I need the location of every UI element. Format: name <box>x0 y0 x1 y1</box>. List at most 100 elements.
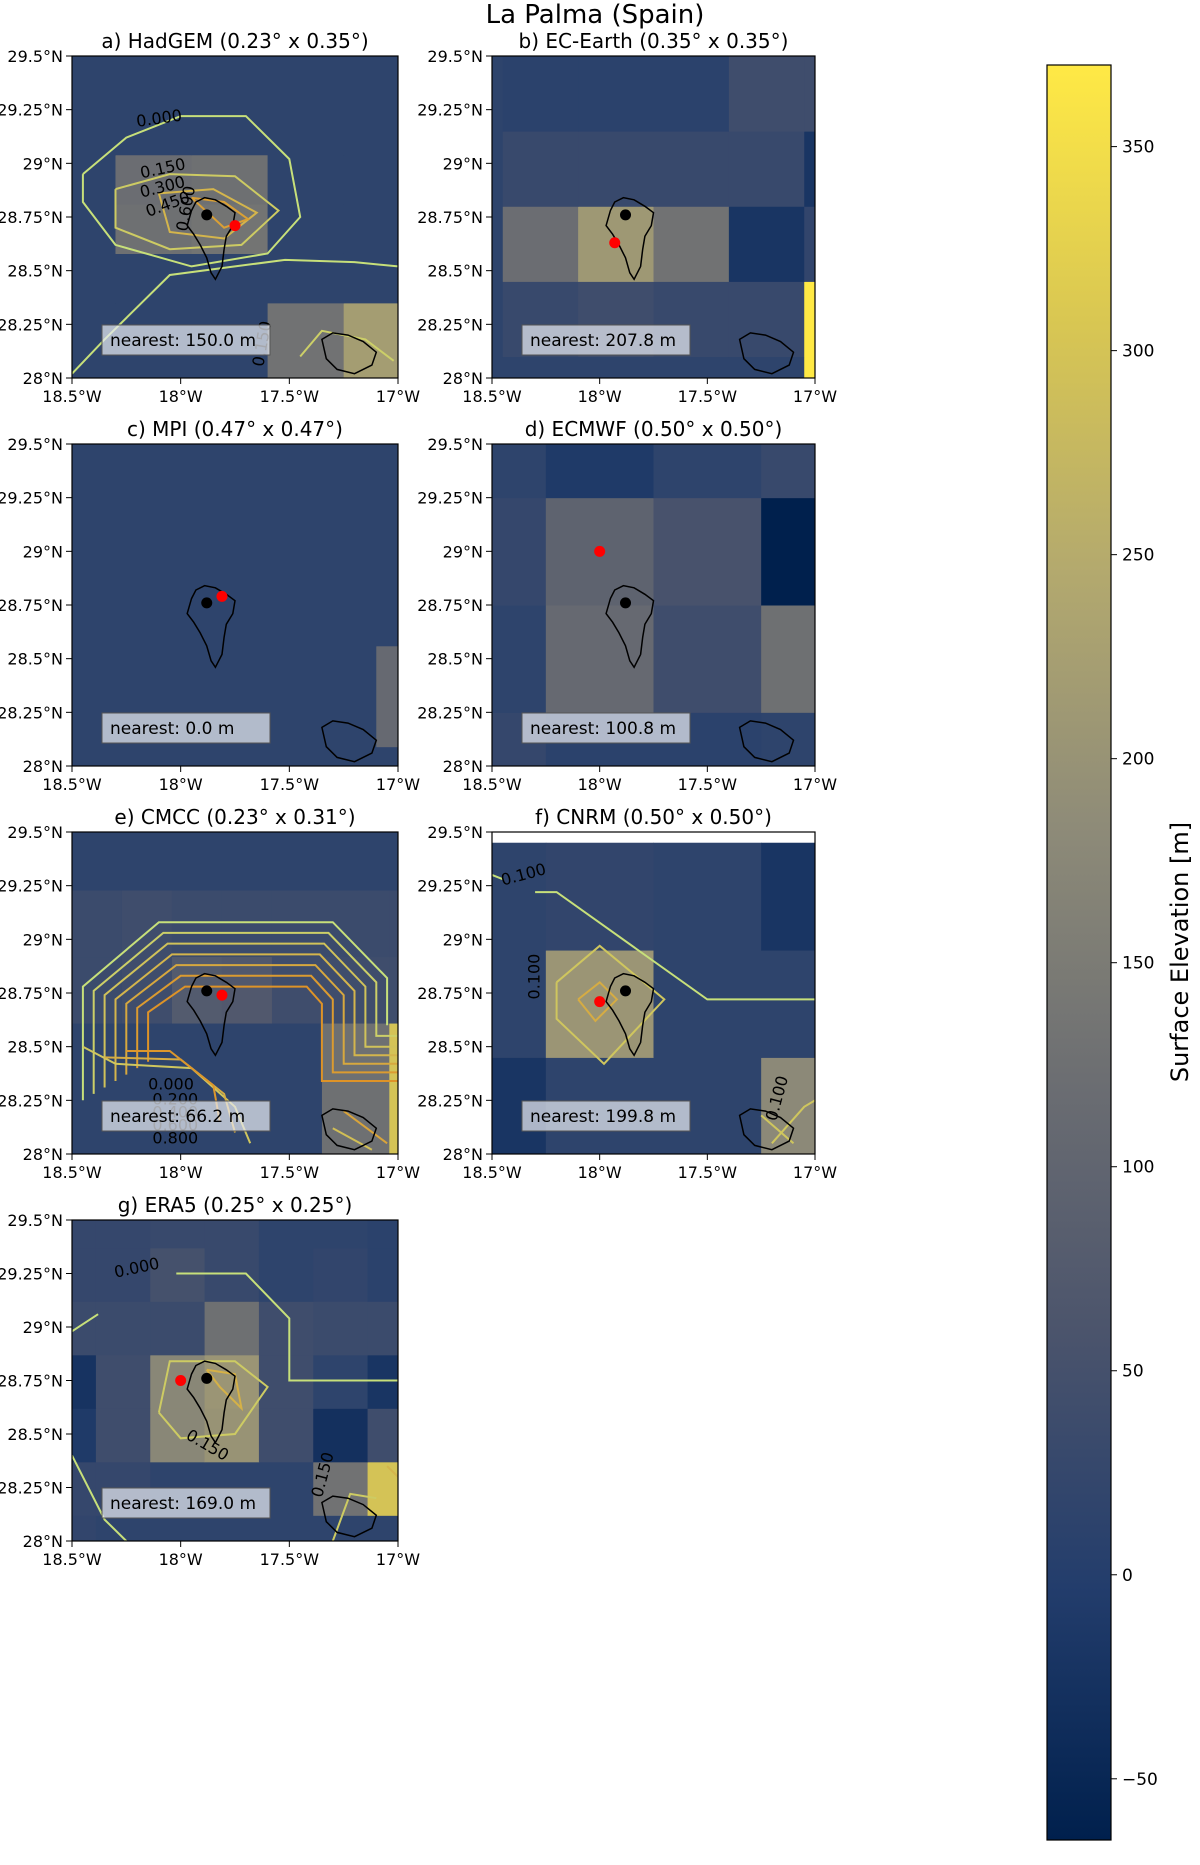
nearest-distance-box <box>521 324 691 356</box>
contour-line <box>176 1272 398 1382</box>
nearest-distance-box <box>101 712 271 744</box>
grid-cell <box>389 1023 398 1154</box>
la-palma-coastline <box>605 972 655 1057</box>
la-gomera-coastline <box>738 720 795 763</box>
contour-line <box>577 980 619 1023</box>
contour-line <box>343 1110 388 1145</box>
grid-cell <box>653 497 762 606</box>
grid-cell <box>343 253 398 304</box>
grid-cell <box>502 206 579 282</box>
y-tick-label: 28°N <box>443 1145 483 1164</box>
grid-cell <box>171 832 223 891</box>
y-tick-label: 28.25°N <box>417 703 483 722</box>
contour-line <box>535 891 815 1001</box>
y-tick-label: 28.25°N <box>0 1091 63 1110</box>
y-tick-label: 28.5°N <box>7 262 63 281</box>
y-tick-label: 28.25°N <box>417 1091 483 1110</box>
y-tick-label: 28.5°N <box>427 262 483 281</box>
grid-cell <box>492 605 547 713</box>
plot-area <box>492 444 815 766</box>
target-point <box>201 597 213 609</box>
nearest-distance-label: nearest: 66.2 m <box>110 1107 245 1127</box>
grid-cell <box>492 497 547 606</box>
x-tick-label: 18.5°W <box>462 1163 522 1182</box>
x-tick-label: 18°W <box>578 387 622 406</box>
grid-cell <box>367 1247 398 1302</box>
colorbar-gradient <box>1046 64 1112 1841</box>
grid-cell <box>761 497 815 606</box>
x-tick-label: 18.5°W <box>462 387 522 406</box>
grid-cell <box>171 889 223 958</box>
panel-2: nearest: 0.0 m c) MPI (0.47° x 0.47°) 18.5… <box>0 417 420 794</box>
x-tick-label: 18°W <box>578 1163 622 1182</box>
colorbar-tick-label: 0 <box>1122 1566 1133 1586</box>
y-tick-label: 28.75°N <box>417 984 483 1003</box>
grid-cell <box>728 56 805 132</box>
grid-cell <box>389 956 398 1024</box>
grid-cell <box>367 1354 398 1409</box>
y-tick-label: 29.25°N <box>0 877 63 896</box>
grid-cell <box>653 950 762 1058</box>
grid-cell <box>313 1247 369 1302</box>
grid-cell <box>72 1354 97 1409</box>
grid-cell <box>267 56 345 156</box>
y-tick-label: 28.5°N <box>7 650 63 669</box>
colorbar-tick-label: 300 <box>1122 342 1154 362</box>
grid-cell <box>761 712 815 766</box>
grid-cell <box>258 1354 314 1409</box>
y-tick-label: 29.25°N <box>0 1265 63 1284</box>
contour-line <box>157 1360 269 1440</box>
grid-cell <box>492 281 504 358</box>
y-tick-label: 29.25°N <box>417 877 483 896</box>
colorbar: −50 0 50 100 150 200 250 300 350 Surface Elevatio… <box>1046 64 1194 1841</box>
plot-area <box>492 56 815 378</box>
la-gomera-coastline <box>321 720 378 763</box>
grid-cell <box>271 889 323 958</box>
grid-cell <box>313 1354 369 1409</box>
grid-cell <box>72 446 377 647</box>
la-palma-coastline <box>605 584 655 669</box>
grid-cell <box>313 1220 369 1249</box>
x-tick-label: 17°W <box>376 775 420 794</box>
grid-cell <box>492 950 547 1058</box>
contour-line <box>114 953 398 1081</box>
y-tick-label: 29°N <box>23 542 63 561</box>
y-tick-label: 29.25°N <box>417 101 483 120</box>
la-gomera-coastline <box>321 1495 378 1538</box>
x-tick-label: 17.5°W <box>260 387 320 406</box>
y-tick-label: 29.5°N <box>7 47 63 66</box>
target-point <box>201 985 213 997</box>
grid-cell <box>653 842 762 951</box>
grid-cell <box>728 131 805 207</box>
grid-cell <box>804 281 815 358</box>
grid-cell <box>653 356 730 378</box>
x-tick-label: 17°W <box>376 387 420 406</box>
la-gomera-coastline <box>738 1108 795 1151</box>
grid-cell <box>115 154 193 205</box>
la-palma-coastline <box>186 972 236 1057</box>
grid-cell <box>72 956 123 1024</box>
colorbar-label: Surface Elevation [m] <box>1166 822 1194 1082</box>
grid-cell <box>72 1247 97 1302</box>
grid-cell <box>95 1220 151 1249</box>
grid-cell <box>653 444 762 499</box>
grid-cell <box>578 131 654 207</box>
grid-cell <box>376 444 398 447</box>
grid-cell <box>492 842 547 951</box>
contour-line <box>136 974 398 1074</box>
y-tick-label: 28.5°N <box>427 1038 483 1057</box>
x-tick-label: 18°W <box>159 1163 203 1182</box>
grid-cell <box>191 253 269 304</box>
grid-cell <box>492 131 504 207</box>
y-tick-label: 29.25°N <box>0 101 63 120</box>
grid-cell <box>115 253 193 304</box>
grid-cell <box>72 746 377 766</box>
contour-line <box>125 964 398 1075</box>
x-tick-label: 17.5°W <box>260 775 320 794</box>
contour-line <box>386 1465 398 1478</box>
y-tick-label: 29°N <box>443 154 483 173</box>
grid-cell <box>545 444 654 499</box>
grid-cell <box>72 204 116 254</box>
y-tick-label: 28.25°N <box>417 315 483 334</box>
